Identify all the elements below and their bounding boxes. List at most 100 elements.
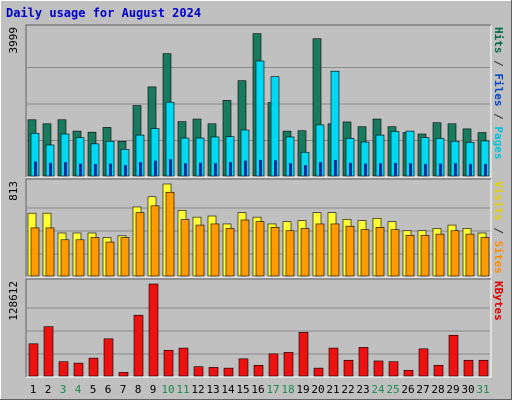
legend-visits: Visits / Sites <box>492 181 505 274</box>
bar-kbytes-day-4 <box>73 362 84 377</box>
bar-pages-day-17 <box>274 160 277 176</box>
bar-sites-day-29 <box>450 230 460 277</box>
legend-part-hits-2: Files <box>492 73 505 106</box>
bar-files-day-16 <box>255 60 265 177</box>
x-tick-label-day-22: 22 <box>341 383 354 396</box>
x-tick-label-day-29: 29 <box>446 383 459 396</box>
x-tick-label-day-12: 12 <box>191 383 204 396</box>
bar-kbytes-day-24 <box>373 360 384 377</box>
bar-kbytes-day-27 <box>418 348 429 377</box>
bar-sites-day-27 <box>420 234 430 277</box>
x-tick-label-day-23: 23 <box>356 383 369 396</box>
bar-sites-day-21 <box>330 223 340 277</box>
bar-pages-day-20 <box>319 162 322 176</box>
bar-sites-day-7 <box>120 237 130 277</box>
legend-part-hits-4: Pages <box>492 126 505 159</box>
bar-kbytes-day-5 <box>88 357 99 377</box>
x-tick-label-day-14: 14 <box>221 383 235 396</box>
legend-part-hits-0: Hits <box>492 27 505 54</box>
panel-frame-shadow-hits <box>25 24 491 177</box>
bar-pages-day-6 <box>109 163 112 176</box>
x-tick-label-day-7: 7 <box>120 383 127 396</box>
max-label-hits: 3999 <box>7 27 20 54</box>
bar-pages-day-30 <box>469 163 472 176</box>
bar-pages-day-9 <box>154 160 157 176</box>
bar-kbytes-day-26 <box>403 369 414 377</box>
bar-kbytes-day-14 <box>223 367 234 377</box>
bar-sites-day-5 <box>90 237 100 277</box>
x-tick-label-day-24: 24 <box>371 383 385 396</box>
x-tick-label-day-2: 2 <box>45 383 52 396</box>
bar-kbytes-day-28 <box>433 364 444 377</box>
bar-kbytes-day-12 <box>193 366 204 377</box>
max-label-kbytes: 128612 <box>7 281 20 321</box>
legend-part-visits-2: Sites <box>492 241 505 274</box>
bar-pages-day-5 <box>94 163 97 176</box>
bar-kbytes-day-19 <box>298 332 309 377</box>
bar-pages-day-12 <box>199 162 202 176</box>
legend-part-visits-0: Visits <box>492 181 505 221</box>
bar-kbytes-day-2 <box>43 326 54 377</box>
bar-pages-day-21 <box>334 159 337 176</box>
bar-kbytes-day-18 <box>283 352 294 377</box>
bar-pages-day-26 <box>409 163 412 176</box>
x-tick-label-day-13: 13 <box>206 383 219 396</box>
bar-pages-day-22 <box>349 162 352 176</box>
bar-sites-day-14 <box>225 228 235 277</box>
bar-sites-day-13 <box>210 223 220 277</box>
x-tick-label-day-18: 18 <box>281 383 294 396</box>
bar-kbytes-day-6 <box>103 338 114 377</box>
bar-pages-day-1 <box>34 161 37 176</box>
bar-kbytes-day-30 <box>463 359 474 377</box>
panel-kbytes: 128612 KBytes <box>7 278 505 378</box>
bar-kbytes-day-23 <box>358 347 369 377</box>
x-tick-label-day-26: 26 <box>401 383 414 396</box>
x-tick-label-day-10: 10 <box>161 383 174 396</box>
bar-pages-day-28 <box>439 163 442 176</box>
bar-pages-day-4 <box>79 163 82 176</box>
bar-kbytes-day-20 <box>313 367 324 377</box>
x-tick-label-day-31: 31 <box>476 383 489 396</box>
bar-kbytes-day-10 <box>163 349 174 377</box>
bar-sites-day-22 <box>345 225 355 277</box>
bar-pages-day-16 <box>259 159 262 176</box>
x-tick-label-day-1: 1 <box>30 383 37 396</box>
bar-pages-day-25 <box>394 162 397 176</box>
legend-hits: Hits / Files / Pages <box>492 27 505 160</box>
bar-kbytes-day-29 <box>448 334 459 377</box>
bar-pages-day-15 <box>244 160 247 176</box>
bar-sites-day-1 <box>30 227 40 277</box>
x-tick-label-day-19: 19 <box>296 383 309 396</box>
x-tick-label-day-20: 20 <box>311 383 324 396</box>
bar-sites-day-8 <box>135 212 145 277</box>
panel-hits: 3999 Hits / Files / Pages <box>7 24 505 178</box>
bar-sites-day-28 <box>435 233 445 277</box>
bar-kbytes-day-8 <box>133 314 144 377</box>
bar-pages-day-11 <box>184 163 187 176</box>
bar-pages-day-23 <box>364 163 367 176</box>
bar-sites-day-23 <box>360 229 370 277</box>
bar-sites-day-26 <box>405 234 415 277</box>
bar-sites-day-11 <box>180 219 190 277</box>
bar-sites-day-19 <box>300 228 310 277</box>
legend-part-hits-1: / <box>492 54 505 74</box>
legend-part-hits-3: / <box>492 107 505 127</box>
bar-pages-day-14 <box>229 162 232 176</box>
x-tick-label-day-8: 8 <box>135 383 142 396</box>
bar-sites-day-18 <box>285 230 295 277</box>
bar-pages-day-8 <box>139 162 142 176</box>
x-tick-label-day-6: 6 <box>105 383 112 396</box>
panel-frame-kbytes <box>25 278 492 378</box>
bar-sites-day-20 <box>315 223 325 277</box>
bar-pages-day-24 <box>379 163 382 176</box>
bar-kbytes-day-16 <box>253 364 264 377</box>
bar-sites-day-9 <box>150 205 160 277</box>
legend-part-kbytes-0: KBytes <box>492 281 505 321</box>
bar-pages-day-10 <box>169 159 172 176</box>
chart-panels: 3999 Hits / Files / Pages 813 Visits / Site… <box>7 24 505 378</box>
bar-kbytes-day-22 <box>343 359 354 377</box>
bar-sites-day-16 <box>255 221 265 277</box>
bar-pages-day-27 <box>424 163 427 176</box>
bar-kbytes-day-9 <box>148 283 159 377</box>
